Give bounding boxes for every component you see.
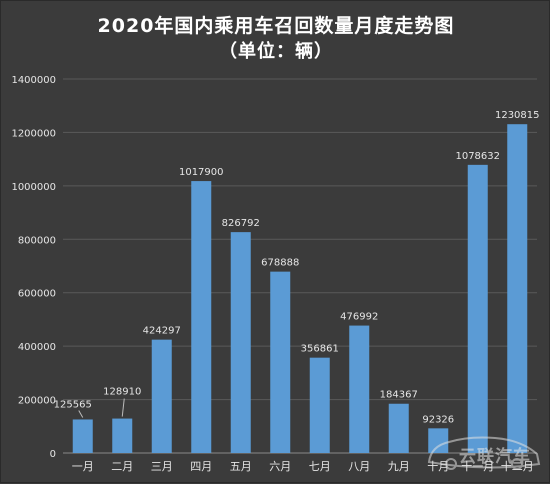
bar [467,164,488,453]
y-tick-label: 800000 [18,235,56,246]
data-label: 678888 [261,258,299,269]
data-label: 826792 [222,218,260,229]
y-tick-label: 400000 [18,342,56,353]
watermark-logo: 云联汽车 [425,432,543,472]
chart-subtitle: （单位：辆） [219,41,333,62]
data-label: 125565 [54,399,92,410]
y-tick-label: 1400000 [11,75,56,86]
data-label: 92326 [422,414,454,425]
chart-title: 2020年国内乘用车召回数量月度走势图 [97,15,455,37]
data-label-leader [78,410,84,418]
bar [72,419,93,453]
data-label: 424297 [143,326,181,337]
x-tick-label: 一月 [72,460,94,473]
x-tick-label: 七月 [309,460,331,473]
bar [230,232,251,453]
bar [388,403,409,453]
bar [507,124,528,453]
bar [270,271,291,453]
data-label: 184367 [380,390,418,401]
data-label: 356861 [301,344,339,355]
watermark-text: 云联汽车 [459,447,531,467]
car-icon [427,436,541,470]
y-tick-label: 600000 [18,289,56,300]
data-label: 128910 [103,387,141,398]
data-label: 1017900 [179,167,224,178]
data-label: 476992 [340,312,378,323]
y-tick-label: 0 [50,449,56,460]
data-label-leader [121,398,125,417]
bar [428,428,449,453]
bar [191,181,212,453]
x-tick-label: 五月 [230,460,252,473]
x-tick-label: 二月 [111,460,133,473]
data-label: 1078632 [455,151,500,162]
x-tick-label: 九月 [388,460,410,473]
bar [309,357,330,453]
y-tick-label: 1000000 [11,182,56,193]
x-tick-label: 四月 [190,460,212,473]
data-label: 1230815 [495,110,540,121]
bar [112,418,133,453]
x-tick-label: 三月 [151,460,173,473]
x-tick-label: 六月 [269,460,291,473]
y-tick-label: 1200000 [11,128,56,139]
bar [349,325,370,453]
x-tick-label: 十一月 [461,459,494,473]
y-tick-label: 200000 [18,396,56,407]
bar [151,339,172,453]
x-tick-label: 八月 [348,460,370,473]
